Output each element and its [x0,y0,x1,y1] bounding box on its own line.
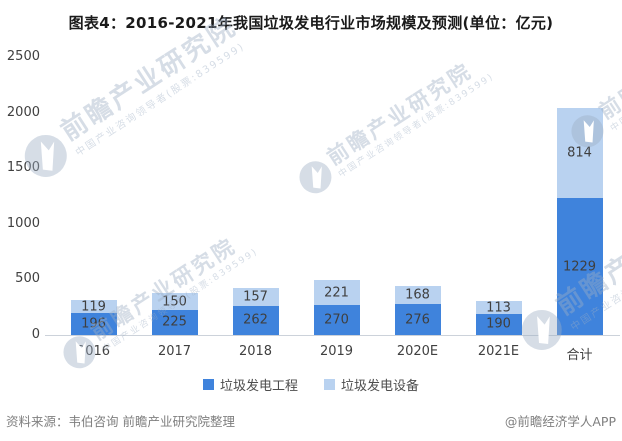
y-tick-label: 1500 [6,160,40,176]
bar-value-label: 119 [81,299,106,315]
x-axis-label: 2016 [76,344,111,359]
bar-column: 157 262 [215,57,296,335]
bar-value-label: 262 [243,312,268,328]
stacked-bar: 814 1229 [556,107,603,335]
bar-segment-equipment: 150 [151,293,198,310]
bar-value-label: 190 [486,316,511,332]
bar-segment-engineering: 1229 [556,198,603,335]
bar-value-label: 276 [405,312,430,328]
y-tick-label: 500 [15,271,40,287]
bar-value-label: 157 [243,289,268,305]
bar-value-label: 814 [567,145,592,161]
bar-column: 150 225 [134,57,215,335]
legend-item-equipment: 垃圾发电设备 [324,375,419,394]
y-tick-label: 0 [31,327,40,342]
bar-value-label: 221 [324,285,349,301]
bar-segment-engineering: 262 [232,305,279,335]
bar-segment-engineering: 270 [313,304,360,335]
stacked-bar: 157 262 [232,288,279,335]
y-axis: 0 500 1000 1500 2000 2500 [0,49,40,342]
bar-value-label: 225 [162,314,187,330]
x-axis: 2016 2017 2018 2019 2020E 2021E 合计 [53,344,620,363]
bar-segment-engineering: 196 [70,313,117,335]
legend-swatch-equipment [324,379,335,390]
bar-column: 113 190 [458,57,539,335]
x-axis-label: 2021E [477,344,520,359]
bar-value-label: 270 [324,312,349,328]
bar-value-label: 168 [405,287,430,303]
bar-segment-engineering: 190 [475,313,522,335]
bar-column: 814 1229 [539,57,620,335]
y-tick-label: 1000 [6,215,40,231]
x-axis-label: 2018 [238,344,273,359]
bar-segment-engineering: 225 [151,309,198,335]
bar-column: 168 276 [377,57,458,335]
stacked-bar: 150 225 [151,293,198,335]
x-axis-label: 2019 [319,344,354,359]
credit-text: @前瞻经济学人APP [504,414,616,429]
data-source-text: 资料来源：韦伯咨询 前瞻产业研究院整理 [6,414,235,429]
legend-label-engineering: 垃圾发电工程 [219,379,298,394]
bar-segment-equipment: 157 [232,288,279,306]
bar-segment-equipment: 119 [70,300,117,314]
bar-value-label: 196 [81,316,106,332]
legend-swatch-engineering [202,379,214,390]
legend-item-engineering: 垃圾发电工程 [202,375,298,394]
x-axis-label: 2017 [157,344,192,359]
bar-value-label: 150 [162,294,187,310]
stacked-bar: 113 190 [475,301,522,335]
x-axis-label: 2020E [396,344,439,359]
chart-title: 图表4：2016-2021年我国垃圾发电行业市场规模及预测(单位：亿元) [68,14,554,32]
stacked-bar: 168 276 [394,285,441,335]
bar-segment-equipment: 113 [475,301,522,314]
bar-segment-equipment: 168 [394,285,441,305]
bar-value-label: 1229 [562,259,597,275]
bar-segment-engineering: 276 [394,304,441,335]
y-tick-label: 2000 [6,104,40,120]
footer: 资料来源：韦伯咨询 前瞻产业研究院整理 @前瞻经济学人APP [6,411,616,430]
y-tick-label: 2500 [6,49,40,64]
bar-segment-equipment: 221 [313,280,360,305]
stacked-bar: 221 270 [313,280,360,335]
bar-column: 221 270 [296,57,377,335]
bar-column: 119 196 [53,57,134,335]
bar-segment-equipment: 814 [556,107,603,199]
x-axis-label: 合计 [566,348,593,363]
bar-plot-area: 119 196 150 225 157 262 221 270 168 276 113 190 814 1… [53,57,620,335]
stacked-bar: 119 196 [70,300,117,335]
legend: 垃圾发电工程 垃圾发电设备 [0,375,622,394]
x-axis-line [45,335,620,336]
bar-value-label: 113 [486,300,511,316]
legend-label-equipment: 垃圾发电设备 [341,379,420,394]
